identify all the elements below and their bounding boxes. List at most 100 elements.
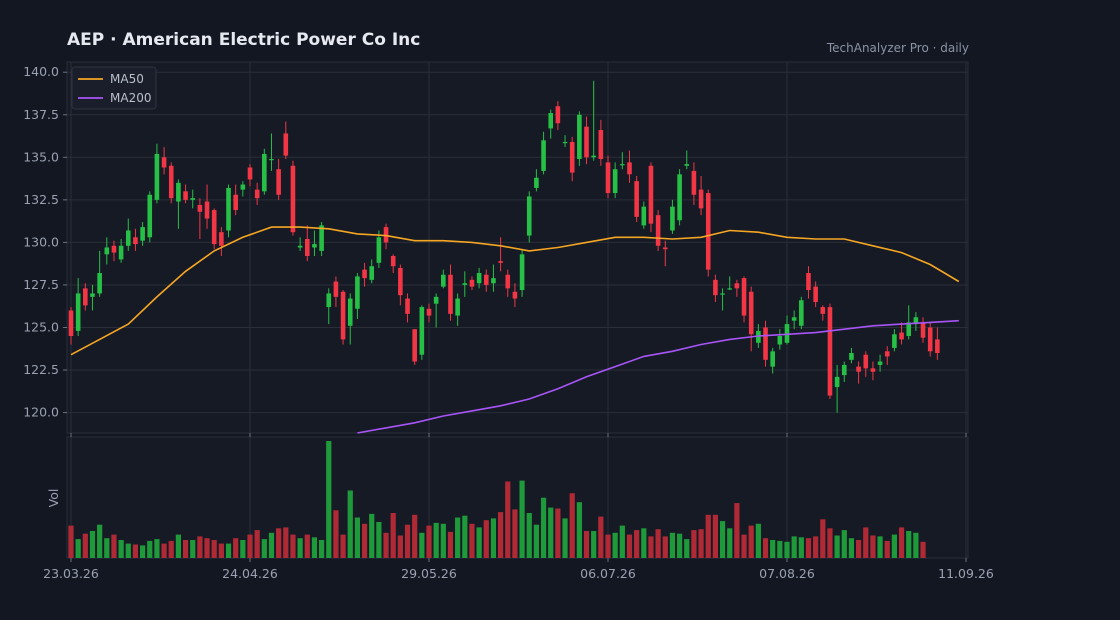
- volume-bar: [591, 531, 597, 558]
- volume-bar: [261, 539, 267, 558]
- candle-body: [691, 170, 697, 195]
- volume-bar: [161, 543, 167, 558]
- volume-bar: [533, 524, 539, 558]
- volume-bar: [304, 534, 310, 558]
- volume-bar: [626, 534, 633, 558]
- volume-bar: [68, 525, 74, 558]
- volume-bar: [762, 538, 769, 558]
- volume-bar: [412, 514, 418, 558]
- volume-bar: [734, 503, 740, 558]
- candle-body: [491, 278, 496, 284]
- volume-bar: [634, 530, 640, 558]
- candle-body: [75, 293, 81, 331]
- volume-bar: [233, 538, 239, 558]
- volume-bar: [820, 519, 826, 558]
- candle-body: [548, 113, 554, 129]
- volume-bar: [834, 535, 840, 558]
- candle-body: [240, 184, 246, 190]
- volume-bar: [175, 534, 181, 558]
- volume-bar: [848, 538, 855, 558]
- volume-bar: [791, 536, 797, 558]
- candle-body: [369, 266, 375, 280]
- candle-body: [734, 283, 740, 289]
- candle-body: [312, 244, 317, 248]
- candle-body: [419, 307, 425, 355]
- candle-body: [763, 327, 768, 360]
- candle-body: [526, 196, 532, 236]
- volume-bar: [856, 540, 862, 558]
- volume-bar: [755, 523, 761, 558]
- volume-bar: [132, 544, 139, 558]
- volume-bar: [89, 531, 96, 558]
- candle-body: [340, 291, 346, 340]
- volume-bar: [490, 518, 497, 558]
- candle-body: [562, 141, 568, 144]
- volume-bar: [612, 532, 618, 558]
- volume-bar: [147, 540, 153, 558]
- candle-body: [899, 332, 904, 340]
- volume-bar: [211, 540, 217, 558]
- volume-bar: [648, 536, 654, 558]
- volume-bar: [75, 539, 81, 558]
- legend-label: MA200: [110, 91, 151, 105]
- candle-body: [841, 364, 847, 376]
- candle-body: [97, 273, 102, 294]
- candle-body: [483, 274, 489, 285]
- candle-body: [856, 366, 861, 372]
- volume-bar: [268, 532, 275, 558]
- candle-body: [376, 237, 382, 263]
- volume-bar: [748, 525, 754, 558]
- candle-body: [827, 307, 833, 396]
- candle-body: [727, 288, 733, 290]
- volume-axis-label: Vol: [46, 489, 61, 508]
- candle-body: [269, 159, 274, 161]
- candle-body: [534, 177, 539, 188]
- volume-bar: [526, 513, 532, 558]
- candle-body: [913, 317, 919, 325]
- volume-bar: [798, 537, 804, 558]
- volume-bar: [669, 532, 676, 558]
- candle-body: [183, 191, 188, 200]
- volume-bar: [677, 533, 683, 558]
- candle-body: [125, 230, 131, 246]
- volume-bar: [376, 522, 382, 558]
- legend[interactable]: MA50 MA200: [71, 66, 157, 110]
- candle-body: [469, 279, 475, 287]
- candle-body: [612, 169, 618, 194]
- volume-bar: [82, 533, 88, 558]
- x-axis: 23.03.26 24.04.26 29.05.26 06.07.26 07.08.26…: [43, 433, 994, 581]
- price-tick-label: 132.5: [23, 192, 59, 207]
- volume-bar: [712, 514, 718, 558]
- candle-body: [620, 164, 625, 166]
- candle-body: [791, 317, 797, 321]
- volume-bar: [662, 536, 668, 558]
- volume-bar: [111, 534, 117, 558]
- candle-body: [684, 164, 690, 166]
- candle-body: [648, 165, 654, 224]
- candle-body: [756, 330, 761, 343]
- candle-body: [641, 206, 647, 226]
- moving-averages: [70, 226, 960, 434]
- candle-body: [705, 193, 711, 270]
- volume-bar: [913, 532, 919, 558]
- candle-body: [713, 279, 718, 296]
- candle-body: [627, 162, 632, 175]
- candle-body: [398, 267, 403, 296]
- candle-body: [412, 329, 417, 362]
- volume-bar: [225, 543, 232, 558]
- grid: [66, 61, 969, 559]
- price-tick-label: 127.5: [23, 277, 59, 292]
- candle-body: [347, 298, 353, 326]
- candle-body: [519, 254, 525, 291]
- volume-bar: [863, 527, 869, 558]
- candle-body: [870, 368, 876, 372]
- candle-body: [741, 278, 747, 316]
- candle-body: [426, 308, 432, 316]
- volume-bar: [319, 540, 325, 558]
- candle-body: [770, 351, 775, 367]
- volume-bar: [197, 536, 203, 558]
- candle-body: [383, 227, 389, 243]
- price-tick-label: 120.0: [23, 405, 59, 420]
- volume-bar: [877, 536, 883, 558]
